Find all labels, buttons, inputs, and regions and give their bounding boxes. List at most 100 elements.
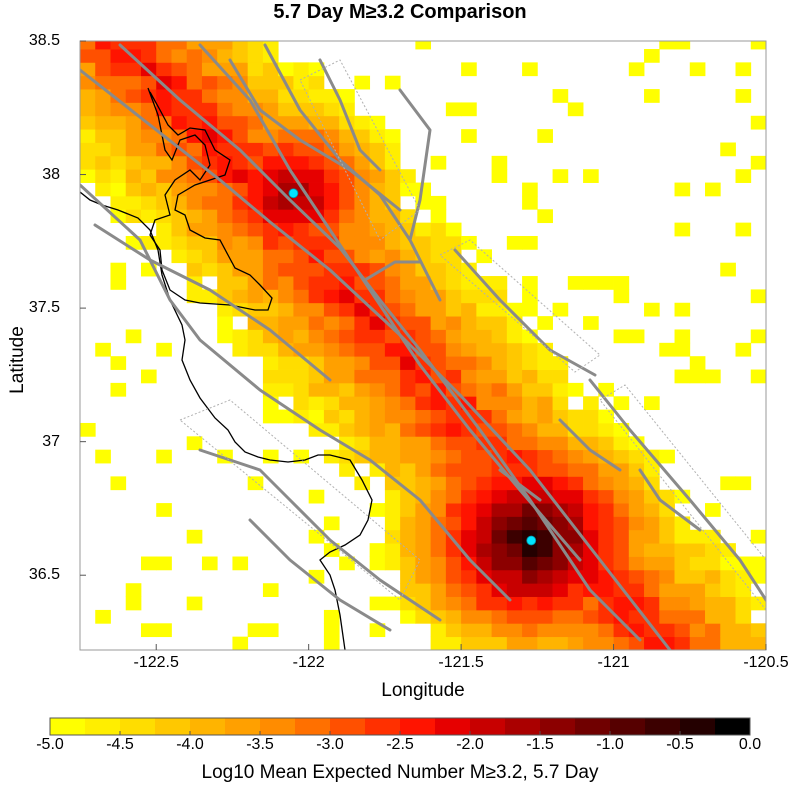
heatmap-cell	[217, 155, 233, 170]
heatmap-cell	[186, 195, 203, 210]
heatmap-cell	[430, 636, 447, 650]
heatmap-cell	[766, 196, 782, 210]
heatmap-cell	[491, 169, 508, 183]
heatmap-cell	[140, 182, 157, 197]
x-tick-label: -120.5	[743, 654, 789, 671]
heatmap-cell	[415, 302, 432, 317]
heatmap-cell	[186, 129, 203, 143]
heatmap-cell	[339, 369, 355, 384]
heatmap-cell	[171, 41, 188, 50]
heatmap-cell	[293, 195, 310, 210]
heatmap-cell	[156, 209, 172, 224]
heatmap-cell	[247, 89, 264, 103]
fault-eastern-1	[453, 248, 597, 377]
heatmap-cell	[628, 583, 645, 597]
heatmap-cell	[430, 463, 447, 477]
heatmap-cell	[491, 409, 508, 424]
heatmap-cell	[491, 342, 508, 357]
heatmap-cell	[247, 41, 264, 50]
heatmap-cell	[308, 102, 325, 117]
heatmap-cell	[583, 276, 599, 290]
heatmap-cell	[506, 636, 523, 650]
heatmap-cell	[598, 596, 614, 611]
heatmap-cell	[628, 543, 645, 557]
heatmap-cell	[644, 636, 660, 650]
heatmap-cell	[262, 276, 279, 290]
heatmap-cell	[750, 556, 766, 571]
heatmap-cell	[354, 382, 371, 397]
heatmap-cell	[384, 182, 401, 197]
heatmap-cell	[750, 155, 766, 170]
heatmap-cell	[766, 623, 782, 637]
heatmap-cell	[80, 41, 96, 50]
heatmap-cell	[186, 49, 203, 63]
heatmap-cell	[201, 102, 218, 117]
heatmap-cell	[201, 262, 218, 277]
heatmap-cell	[506, 516, 523, 531]
heatmap-cell	[186, 436, 203, 451]
heatmap-cell	[461, 529, 477, 544]
colorbar-swatch	[190, 718, 226, 735]
fault-zone-central	[299, 59, 421, 241]
heatmap-cell	[339, 342, 355, 357]
heatmap-cell	[400, 302, 416, 317]
heatmap-cell	[445, 609, 462, 624]
heatmap-cell	[766, 597, 782, 611]
heatmap-cell	[278, 316, 294, 330]
heatmap-cell	[644, 503, 660, 517]
heatmap-cell	[506, 409, 523, 424]
heatmap-cell	[339, 356, 355, 370]
heatmap-cell	[689, 596, 706, 611]
heatmap-cell	[430, 583, 447, 597]
heatmap-cell	[476, 329, 492, 344]
heatmap-cell	[384, 342, 401, 357]
heatmap-cell	[461, 102, 477, 117]
heatmap-cell	[369, 209, 386, 224]
heatmap-cell	[201, 115, 218, 130]
heatmap-cell	[430, 609, 447, 624]
heatmap-cell	[750, 289, 766, 304]
fault-eastern-2	[588, 378, 766, 602]
heatmap-cell	[598, 449, 614, 464]
heatmap-cell	[369, 463, 386, 477]
colorbar-swatch	[540, 718, 576, 735]
heatmap-cell	[95, 49, 111, 63]
heatmap-cell	[430, 436, 447, 451]
heatmap-cell	[705, 636, 721, 650]
heatmap-cell	[415, 476, 432, 491]
heatmap-cell	[247, 62, 264, 77]
heatmap-cell	[674, 596, 691, 611]
heatmap-cell	[232, 329, 249, 344]
heatmap-cell	[491, 543, 508, 557]
heatmap-cell	[415, 529, 432, 544]
heatmap-cell	[384, 543, 401, 557]
heatmap-cell	[506, 609, 523, 624]
heatmap-cell	[384, 289, 401, 304]
heatmap-cell	[339, 222, 355, 237]
heatmap-cell	[659, 556, 675, 571]
heatmap-cell	[430, 155, 447, 170]
heatmap-cell	[278, 382, 294, 397]
heatmap-cell	[689, 556, 706, 571]
heatmap-cell	[522, 569, 538, 584]
heatmap-cell	[308, 302, 325, 317]
heatmap-cell	[491, 356, 508, 370]
heatmap-cell	[384, 449, 401, 464]
heatmap-cell	[293, 369, 310, 384]
heatmap-cell	[598, 529, 614, 544]
heatmap-cell	[506, 623, 523, 638]
heatmap-cell	[156, 155, 172, 170]
heatmap-cell	[384, 129, 401, 143]
colorbar-tick-label: -0.5	[666, 736, 694, 753]
heatmap-cell	[354, 195, 371, 210]
heatmap-cell	[201, 89, 218, 103]
heatmap-cell	[400, 209, 416, 224]
heatmap-cell	[369, 409, 386, 424]
heatmap-cell	[522, 62, 538, 77]
heatmap-cell	[628, 556, 645, 571]
colorbar-swatch	[120, 718, 156, 735]
fault-zone-outlines	[179, 59, 766, 611]
heatmap-cell	[278, 409, 294, 424]
heatmap-cell	[567, 543, 584, 557]
heatmap-cell	[339, 436, 355, 451]
